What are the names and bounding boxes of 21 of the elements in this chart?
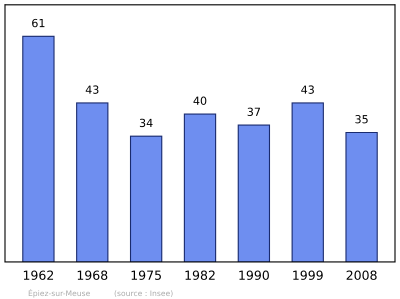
data-label: 37 [248, 108, 260, 116]
x-tick-label: 2008 [346, 270, 377, 280]
x-tick-label: 1962 [24, 270, 54, 280]
data-label: 43 [301, 85, 314, 94]
bar [130, 136, 162, 262]
bar [76, 102, 108, 262]
data-label: 35 [355, 115, 368, 124]
x-tick-label: 1982 [185, 270, 215, 280]
x-tick-label: 1975 [132, 270, 161, 280]
bar [292, 102, 324, 262]
data-label: 61 [32, 18, 44, 28]
x-tick-label: 1990 [239, 270, 269, 280]
data-label: 43 [86, 85, 98, 94]
bar [345, 132, 378, 262]
bar [238, 124, 270, 262]
bar [184, 113, 216, 262]
bar [22, 36, 55, 262]
data-label: 34 [140, 118, 153, 128]
data-label: 40 [193, 96, 206, 105]
x-tick-label: 1999 [293, 270, 323, 280]
x-tick-label: 1968 [78, 270, 108, 280]
